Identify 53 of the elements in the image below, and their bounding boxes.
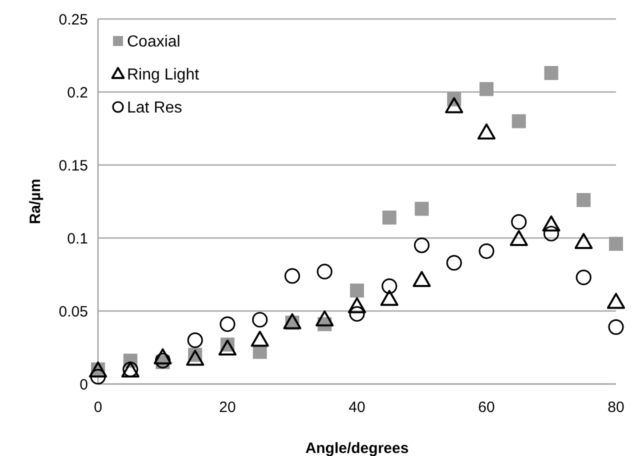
- point: [512, 114, 526, 128]
- point: [186, 350, 204, 366]
- point: [608, 319, 624, 335]
- x-tick-label: 0: [94, 399, 102, 416]
- point: [250, 330, 269, 347]
- point: [543, 226, 560, 242]
- point: [350, 284, 364, 298]
- point: [382, 210, 396, 225]
- point: [348, 297, 366, 314]
- x-tick-label: 40: [348, 399, 366, 416]
- point: [382, 278, 398, 294]
- point: [316, 310, 334, 326]
- point: [414, 238, 430, 254]
- point: [90, 368, 106, 384]
- point: [412, 270, 431, 287]
- y-tick-label: 0.2: [67, 84, 88, 102]
- x-tick-label: 60: [478, 399, 495, 416]
- point: [574, 232, 593, 249]
- point: [154, 348, 172, 364]
- point: [446, 255, 462, 271]
- y-tick-label: 0.1: [67, 230, 88, 248]
- point: [480, 82, 494, 96]
- x-tick-label: 20: [219, 399, 236, 416]
- point: [414, 202, 429, 216]
- x-tick-label: 80: [608, 399, 624, 416]
- legend-label: Ring Light: [127, 66, 200, 84]
- point: [510, 230, 528, 246]
- y-tick-label: 0: [80, 376, 88, 394]
- legend-label: Lat Res: [127, 100, 182, 117]
- point: [478, 243, 494, 259]
- point: [544, 66, 558, 80]
- point: [349, 306, 365, 322]
- point: [477, 123, 496, 140]
- y-axis-title: Ra/µm: [27, 178, 44, 224]
- x-axis-title: Angle/degrees: [305, 440, 409, 456]
- point: [576, 270, 592, 286]
- y-tick-label: 0.15: [58, 157, 88, 174]
- point: [542, 215, 560, 232]
- point: [380, 290, 398, 306]
- point: [511, 214, 527, 230]
- point: [187, 332, 203, 348]
- y-tick-label: 0.05: [58, 303, 88, 320]
- point: [252, 312, 268, 328]
- point: [316, 264, 332, 280]
- point: [609, 236, 623, 251]
- point: [220, 316, 236, 332]
- legend-label: Coaxial: [127, 34, 180, 51]
- y-tick-label: 0.25: [58, 11, 88, 28]
- point: [445, 97, 464, 114]
- point: [606, 292, 626, 309]
- point: [284, 268, 300, 284]
- point: [576, 193, 591, 208]
- point: [218, 340, 237, 356]
